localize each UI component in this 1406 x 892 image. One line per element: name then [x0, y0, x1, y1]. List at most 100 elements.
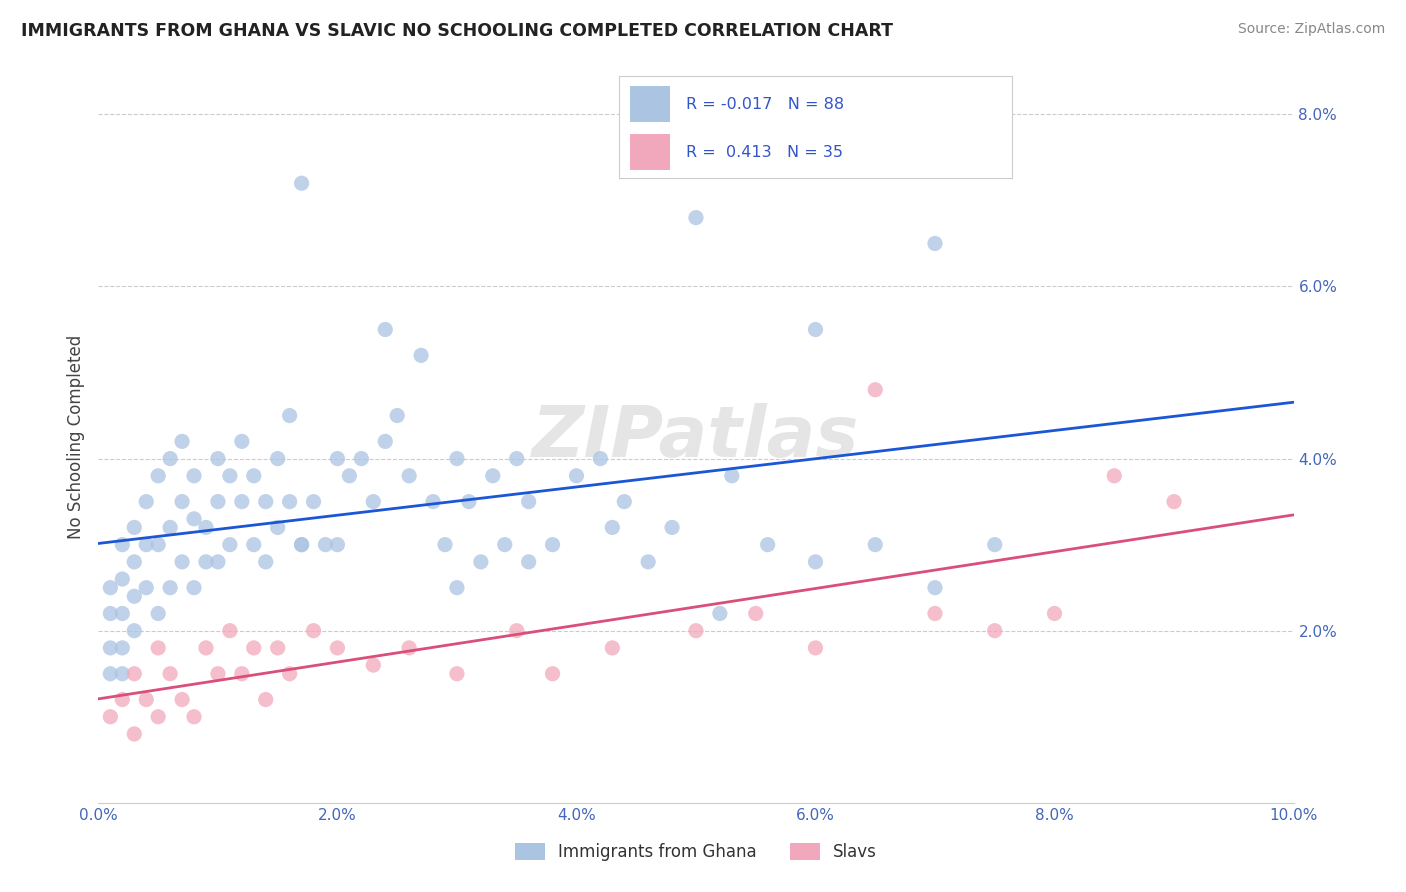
- Point: [326, 640, 349, 655]
- Point: [804, 640, 827, 655]
- Point: [721, 468, 744, 483]
- Point: [541, 538, 564, 552]
- Point: [172, 494, 194, 508]
- Point: [159, 451, 181, 466]
- Point: [111, 666, 134, 681]
- Point: [98, 666, 122, 681]
- Point: [865, 538, 887, 552]
- Point: [195, 520, 218, 534]
- Point: [446, 451, 468, 466]
- Point: [291, 538, 314, 552]
- Point: [148, 710, 170, 724]
- Point: [124, 589, 146, 603]
- Point: [422, 494, 444, 508]
- FancyBboxPatch shape: [630, 87, 669, 122]
- Point: [745, 607, 768, 621]
- Point: [756, 538, 779, 552]
- Point: [124, 520, 146, 534]
- Point: [494, 538, 516, 552]
- Point: [385, 409, 409, 423]
- Point: [804, 322, 827, 336]
- Point: [685, 211, 707, 225]
- Point: [350, 451, 373, 466]
- Point: [159, 581, 181, 595]
- Point: [231, 666, 253, 681]
- Point: [278, 494, 301, 508]
- Point: [267, 451, 290, 466]
- Point: [135, 581, 157, 595]
- Point: [183, 468, 205, 483]
- Point: [172, 434, 194, 449]
- Point: [219, 538, 242, 552]
- Point: [254, 692, 277, 706]
- Point: [111, 640, 134, 655]
- Point: [302, 494, 325, 508]
- Point: [482, 468, 505, 483]
- Point: [326, 451, 349, 466]
- Point: [111, 607, 134, 621]
- Point: [124, 666, 146, 681]
- Point: [183, 581, 205, 595]
- Point: [339, 468, 361, 483]
- Point: [411, 348, 433, 362]
- Point: [1043, 607, 1066, 621]
- Point: [446, 666, 468, 681]
- Point: [541, 666, 564, 681]
- Text: R =  0.413   N = 35: R = 0.413 N = 35: [686, 145, 842, 160]
- Text: IMMIGRANTS FROM GHANA VS SLAVIC NO SCHOOLING COMPLETED CORRELATION CHART: IMMIGRANTS FROM GHANA VS SLAVIC NO SCHOO…: [21, 22, 893, 40]
- Text: ZIPatlas: ZIPatlas: [533, 402, 859, 472]
- Point: [470, 555, 492, 569]
- Point: [398, 640, 420, 655]
- Text: R = -0.017   N = 88: R = -0.017 N = 88: [686, 96, 844, 112]
- Point: [434, 538, 457, 552]
- Point: [363, 658, 385, 673]
- Point: [231, 494, 253, 508]
- Point: [517, 555, 540, 569]
- Point: [124, 727, 146, 741]
- Point: [661, 520, 683, 534]
- Point: [243, 640, 266, 655]
- Point: [267, 520, 290, 534]
- Point: [506, 451, 529, 466]
- Point: [195, 640, 218, 655]
- Point: [685, 624, 707, 638]
- Point: [124, 555, 146, 569]
- Point: [613, 494, 636, 508]
- Point: [98, 710, 122, 724]
- Point: [291, 176, 314, 190]
- Point: [98, 607, 122, 621]
- Point: [254, 555, 277, 569]
- Point: [98, 640, 122, 655]
- Point: [243, 468, 266, 483]
- Point: [148, 468, 170, 483]
- Text: Source: ZipAtlas.com: Source: ZipAtlas.com: [1237, 22, 1385, 37]
- Point: [207, 494, 229, 508]
- Point: [207, 451, 229, 466]
- Point: [506, 624, 529, 638]
- Point: [124, 624, 146, 638]
- Legend: Immigrants from Ghana, Slavs: Immigrants from Ghana, Slavs: [508, 836, 884, 868]
- Point: [111, 572, 134, 586]
- Point: [207, 555, 229, 569]
- Point: [1163, 494, 1185, 508]
- FancyBboxPatch shape: [630, 135, 669, 170]
- Point: [637, 555, 659, 569]
- Point: [984, 538, 1007, 552]
- Point: [517, 494, 540, 508]
- Point: [278, 666, 301, 681]
- Point: [398, 468, 420, 483]
- Point: [172, 555, 194, 569]
- Point: [243, 538, 266, 552]
- Y-axis label: No Schooling Completed: No Schooling Completed: [66, 335, 84, 539]
- Point: [183, 710, 205, 724]
- Point: [291, 538, 314, 552]
- Point: [207, 666, 229, 681]
- Point: [254, 494, 277, 508]
- Point: [231, 434, 253, 449]
- Point: [924, 607, 946, 621]
- Point: [278, 409, 301, 423]
- Point: [865, 383, 887, 397]
- Point: [111, 538, 134, 552]
- Point: [374, 434, 396, 449]
- Point: [374, 322, 396, 336]
